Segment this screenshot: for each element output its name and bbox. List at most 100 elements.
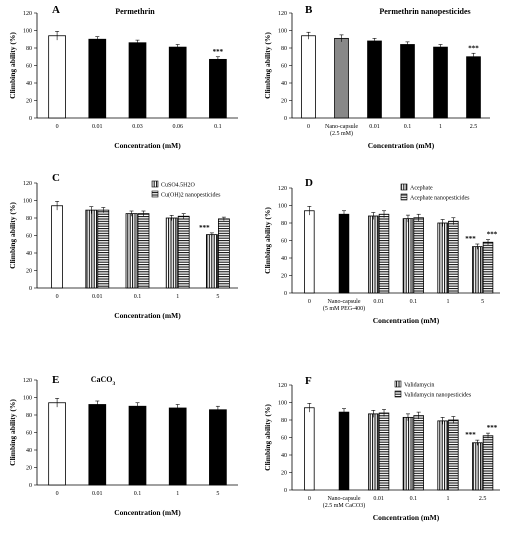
- x-tick-label: 0.1: [134, 294, 142, 300]
- panel-letter: D: [305, 177, 313, 189]
- x-tick-label: 0: [307, 124, 310, 130]
- bar: [177, 215, 190, 289]
- y-axis-label: Climbing ability (%): [8, 32, 17, 99]
- y-tick-label: 120: [23, 378, 32, 384]
- bar: [378, 213, 390, 294]
- significance-label: ***: [199, 224, 210, 232]
- x-axis-label: Concentration (mM): [373, 316, 440, 325]
- y-tick-label: 80: [281, 46, 287, 52]
- bar: [168, 407, 187, 486]
- x-tick-label: 5: [481, 299, 484, 305]
- bar: [301, 35, 316, 119]
- y-axis-label: Climbing ability (%): [263, 32, 272, 99]
- bar: [97, 209, 110, 289]
- y-tick-label: 40: [281, 256, 287, 262]
- bar: [472, 246, 483, 294]
- bar: [378, 412, 390, 491]
- y-tick-label: 120: [278, 11, 287, 17]
- bar: [368, 215, 379, 294]
- bar: [437, 420, 448, 491]
- y-tick-label: 60: [281, 239, 287, 245]
- bar: [128, 405, 147, 486]
- x-tick-label: 1: [447, 496, 450, 502]
- panel-letter: E: [52, 374, 59, 386]
- y-tick-label: 0: [29, 483, 32, 489]
- y-tick-label: 80: [26, 413, 32, 419]
- legend-label: Cu(OH)2 nanopesticides: [161, 192, 221, 199]
- x-tick-label: 0.1: [410, 299, 418, 305]
- bar: [165, 217, 178, 289]
- y-tick-label: 100: [278, 29, 287, 35]
- bar: [217, 218, 230, 289]
- bar: [48, 35, 66, 119]
- x-tick-label: (2.5 mM): [330, 130, 353, 137]
- y-tick-label: 80: [281, 418, 287, 424]
- bar: [367, 40, 382, 119]
- y-axis-label: Climbing ability (%): [8, 399, 17, 466]
- x-tick-label: Nano-capsule: [325, 124, 358, 130]
- x-axis-label: Concentration (mM): [114, 508, 181, 517]
- legend-swatch: [151, 190, 159, 198]
- y-tick-label: 20: [281, 274, 287, 280]
- y-tick-label: 20: [281, 471, 287, 477]
- y-tick-label: 20: [26, 466, 32, 472]
- y-axis-label: Climbing ability (%): [263, 207, 272, 274]
- y-tick-label: 20: [281, 99, 287, 105]
- legend-label: Acephate: [410, 186, 433, 192]
- y-axis-label: Climbing ability (%): [8, 202, 17, 269]
- bar: [482, 435, 494, 491]
- x-tick-label: 0.01: [92, 491, 103, 497]
- bar: [413, 217, 424, 294]
- bar: [48, 402, 66, 486]
- bar: [137, 213, 150, 289]
- chart-panel-b: 0 20 40 60 80 100 120 Climbing ability (%) Conce…: [263, 4, 490, 150]
- y-tick-label: 0: [284, 291, 287, 297]
- bar: [448, 220, 459, 294]
- y-tick-label: 100: [278, 401, 287, 407]
- x-tick-label: 0.03: [132, 124, 143, 130]
- y-tick-label: 80: [26, 216, 32, 222]
- x-tick-label: 2.5: [470, 124, 478, 130]
- significance-label: ***: [465, 431, 476, 439]
- x-axis-label: Concentration (mM): [114, 311, 181, 320]
- bar: [482, 241, 494, 294]
- chart-panel-a: 0 20 40 60 80 100 120 Climbing ability (%) Conce…: [8, 4, 238, 150]
- panel-letter: C: [52, 172, 60, 184]
- y-tick-label: 40: [26, 81, 32, 87]
- x-axis-label: Concentration (mM): [368, 141, 435, 150]
- x-tick-label: 0.06: [172, 124, 183, 130]
- x-tick-label: 0: [56, 491, 59, 497]
- x-tick-label: 0: [56, 124, 59, 130]
- bar: [368, 413, 379, 491]
- y-tick-label: 120: [278, 186, 287, 192]
- x-tick-label: Nano-capsule: [328, 496, 361, 502]
- bar: [88, 404, 107, 486]
- bar: [402, 218, 414, 294]
- chart-panel-f: 0 20 40 60 80 100 120 Climbing ability (%) Conce…: [263, 375, 500, 522]
- bar: [128, 42, 147, 119]
- x-tick-label: 5: [216, 491, 219, 497]
- x-tick-label: 0.01: [92, 294, 103, 300]
- bar: [413, 415, 424, 491]
- x-tick-label: 0.1: [214, 124, 222, 130]
- bar: [304, 407, 315, 491]
- legend-label: Validamycin nanopesticides: [404, 393, 472, 399]
- x-tick-label: 1: [176, 294, 179, 300]
- bar: [334, 37, 349, 119]
- x-tick-label: 0.1: [404, 124, 412, 130]
- y-tick-label: 0: [284, 116, 287, 122]
- bar: [448, 419, 459, 491]
- panel-letter: B: [305, 4, 313, 16]
- y-tick-label: 80: [281, 221, 287, 227]
- significance-label: ***: [465, 235, 476, 243]
- significance-label: ***: [487, 231, 498, 239]
- y-tick-label: 60: [26, 431, 32, 437]
- x-axis-label: Concentration (mM): [373, 513, 440, 522]
- x-tick-label: 0.01: [92, 124, 103, 130]
- y-tick-label: 20: [26, 99, 32, 105]
- panel-title: Permethrin nanopesticides: [379, 7, 470, 16]
- x-tick-label: 0: [56, 294, 59, 300]
- x-tick-label: 0.01: [369, 124, 380, 130]
- panel-letter: F: [305, 375, 312, 387]
